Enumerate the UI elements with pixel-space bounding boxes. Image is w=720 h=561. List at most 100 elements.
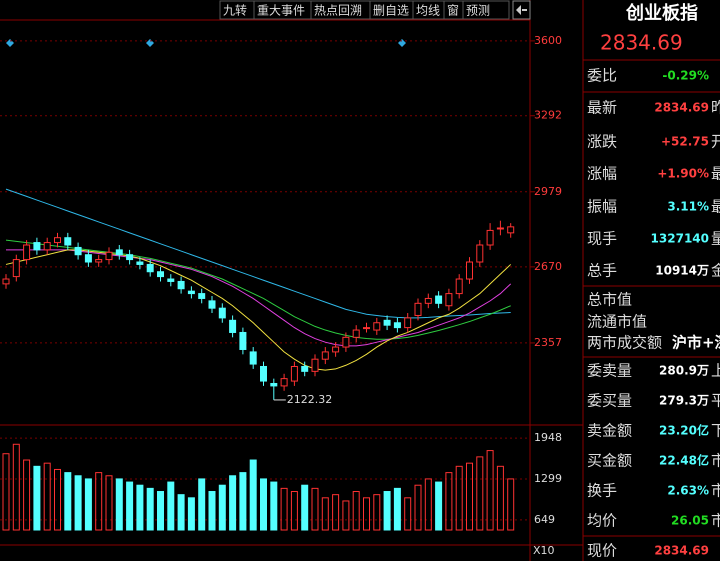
candle-body — [239, 331, 247, 350]
row-value: 22.48亿 — [659, 453, 709, 468]
candle-body — [383, 319, 391, 326]
candle-body — [342, 336, 350, 348]
volume-bar — [239, 472, 247, 531]
row-label: 涨幅 — [587, 165, 617, 183]
row-tail: 市 — [711, 482, 720, 500]
candle-body — [218, 307, 226, 319]
row-label: 卖金额 — [587, 422, 632, 440]
y-tick-label: 2979 — [534, 185, 562, 198]
row-value: 279.3万 — [659, 394, 709, 408]
candle-body — [157, 271, 164, 278]
volume-bar — [95, 472, 103, 531]
toolbar-label[interactable]: 窗 — [447, 4, 459, 18]
candle-body — [466, 261, 473, 280]
toolbar-label[interactable]: 删自选 — [373, 4, 409, 18]
toolbar-button[interactable] — [462, 0, 510, 20]
volume-bar — [198, 478, 206, 531]
candle-body — [455, 278, 463, 295]
volume-bar — [342, 500, 350, 531]
volume-bar — [157, 491, 164, 531]
row-label: 现价 — [587, 542, 617, 560]
volume-bar — [270, 481, 278, 531]
row-label: 换手 — [587, 482, 617, 500]
candle-body — [311, 358, 319, 372]
candle-body — [229, 319, 237, 333]
toolbar-button[interactable] — [512, 0, 531, 20]
toolbar-label[interactable]: 预测 — [466, 4, 490, 18]
row-tail: 市 — [711, 452, 720, 470]
candle-body — [496, 227, 504, 230]
row-label: 流通市值 — [587, 313, 647, 331]
volume-bar — [363, 497, 370, 531]
volume-bar — [74, 475, 82, 531]
candle-body — [270, 382, 278, 387]
volume-bar — [393, 487, 401, 531]
ma-line — [5, 188, 511, 319]
candle-body — [424, 297, 432, 304]
row-tail: 量 — [711, 230, 720, 248]
volume-bar — [115, 478, 123, 531]
candle-body — [301, 365, 309, 372]
row-tail: 平 — [711, 392, 720, 410]
row-label: 振幅 — [587, 198, 617, 216]
row-label: 均价 — [587, 512, 617, 530]
row-label: 涨跌 — [587, 133, 617, 151]
row-value: +52.75 — [661, 135, 709, 149]
candle-body — [105, 251, 113, 261]
row-tail: 市 — [711, 512, 720, 530]
y-tick-label: 1948 — [534, 431, 562, 444]
row-label: 买金额 — [587, 452, 632, 470]
volume-bar — [208, 491, 216, 531]
row-value: +1.90% — [657, 167, 709, 181]
candle-body — [290, 365, 298, 382]
row-tail: 上 — [711, 362, 720, 380]
volume-bar — [435, 481, 443, 531]
candle-body — [363, 327, 370, 330]
volume-bar — [105, 475, 113, 531]
chart: 3600 3292 2979 2670 2357 1948 1299 649 X10 2122.3… — [0, 34, 562, 557]
candle-body — [414, 302, 422, 316]
candle-body — [445, 293, 453, 307]
candle-body — [393, 322, 401, 329]
candle-body — [126, 254, 134, 261]
volume-bar — [445, 472, 453, 531]
y-tick-label: 3292 — [534, 109, 562, 122]
volume-bar — [136, 484, 144, 531]
row-tail: 最 — [711, 198, 720, 216]
volume-bar — [280, 487, 288, 531]
volume-bar — [507, 478, 515, 531]
volume-bar — [383, 491, 391, 531]
volume-bar — [146, 487, 154, 531]
row-tail: 金 — [711, 262, 720, 280]
toolbar: 九转 重大事件 热点回溯 删自选 均线窗预测 — [219, 0, 510, 20]
row-label: 委卖量 — [587, 362, 632, 380]
row-label: 总手 — [587, 262, 617, 280]
volume-bar — [54, 468, 61, 531]
toolbar-label[interactable]: 九转 — [223, 3, 247, 18]
row-tail: 开 — [711, 133, 720, 151]
index-price: 2834.69 — [600, 31, 683, 55]
candle-body — [64, 237, 72, 246]
toolbar-label[interactable]: 均线 — [416, 4, 440, 18]
toolbar-label[interactable]: 热点回溯 — [314, 3, 362, 18]
index-name: 创业板指 — [625, 2, 698, 24]
volume-bar — [311, 487, 319, 531]
candle-body — [95, 259, 103, 263]
volume-bar — [187, 497, 195, 531]
candle-body — [12, 259, 20, 278]
candle-body — [187, 290, 195, 295]
y-tick-label: 3600 — [534, 34, 562, 47]
candle-body — [507, 226, 515, 234]
volume-bar — [2, 453, 10, 531]
volume-bar — [486, 450, 494, 531]
candle-body — [115, 249, 123, 256]
row-value: 2.63% — [667, 484, 709, 498]
candle-body — [208, 300, 216, 309]
row-tail: 下 — [711, 422, 720, 440]
ma-line — [5, 239, 511, 340]
toolbar-label[interactable]: 重大事件 — [257, 4, 305, 18]
volume-bar — [229, 475, 237, 531]
volume-bar — [218, 484, 226, 531]
row-value: 3.11% — [667, 200, 709, 214]
